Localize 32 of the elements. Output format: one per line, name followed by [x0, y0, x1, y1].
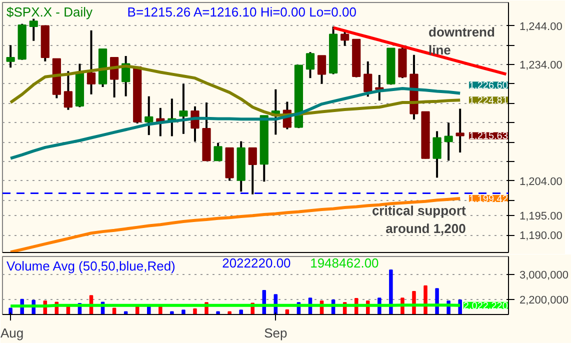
y-tick-label: 1,204.00 — [520, 176, 562, 188]
candlestick — [444, 122, 453, 162]
candlestick — [144, 95, 154, 136]
ref-line-label: critical support around 1,200 — [372, 203, 467, 236]
candlestick — [29, 18, 38, 42]
y-tick-label: 3,000,000 — [520, 269, 568, 282]
candlestick — [364, 60, 372, 98]
candlestick — [86, 29, 96, 96]
chart-title: $SPX.X - Daily — [6, 4, 93, 20]
candlestick — [317, 54, 326, 85]
candlestick — [64, 70, 73, 111]
y-tick-label: 2,200,000 — [520, 294, 568, 307]
y-tick-label: 1,190.00 — [520, 230, 562, 242]
annotation: 2022220.00 — [222, 256, 291, 270]
y-tick-label: 1,234.00 — [520, 60, 562, 72]
x-tick-label: Aug — [0, 326, 24, 340]
chart-title: Volume Avg (50,50,blue,Red) — [6, 258, 176, 274]
candlestick — [214, 142, 222, 162]
y-tick-label: 1,244.00 — [520, 20, 562, 33]
y-tick-label: 1,195.00 — [520, 210, 562, 223]
chart-subtitle: B=1215.26 A=1216.10 Hi=0.00 Lo=0.00 — [127, 4, 356, 20]
line-series — [332, 26, 508, 76]
x-tick-label: Sep — [264, 326, 288, 340]
candlestick — [456, 108, 464, 154]
candlestick — [432, 130, 442, 179]
candlestick — [248, 146, 257, 196]
candlestick — [179, 82, 188, 135]
annotation: downtrend line — [428, 24, 495, 58]
candlestick — [6, 44, 15, 69]
text: 1,215.63 — [469, 131, 508, 142]
annotation: 1948462.00 — [310, 256, 379, 270]
candlestick — [306, 51, 315, 80]
